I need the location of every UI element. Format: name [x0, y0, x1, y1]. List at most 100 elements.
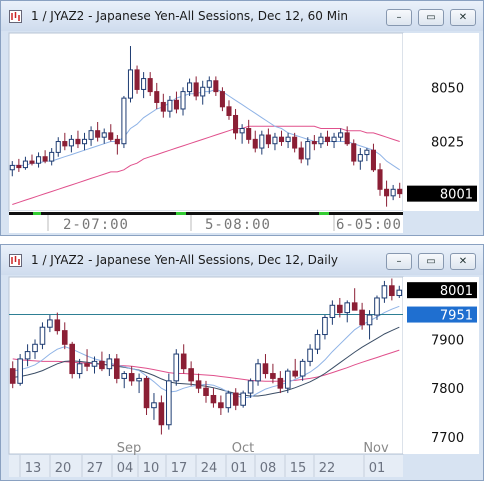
- candle: [195, 373, 202, 394]
- y-tick-label: 7900: [431, 333, 464, 348]
- candle-body-down: [384, 188, 390, 197]
- candle: [246, 119, 252, 144]
- candle-body-down: [278, 136, 285, 143]
- candle-body-down: [114, 138, 120, 145]
- candle: [278, 130, 285, 146]
- candle: [42, 150, 48, 164]
- candle-body-down: [29, 160, 35, 164]
- candle-body-down: [16, 164, 22, 169]
- price-axis: [403, 277, 479, 454]
- candle: [265, 128, 271, 149]
- candle: [314, 329, 321, 355]
- candle-body-up: [322, 316, 328, 336]
- candle-body-down: [298, 147, 304, 160]
- candle-body-up: [259, 134, 265, 149]
- title-bar[interactable]: 1 / JYAZ2 - Japanese Yen-All Sessions, D…: [1, 1, 483, 31]
- candle: [272, 132, 278, 151]
- candle-body-down: [210, 394, 217, 404]
- candle-body-up: [272, 136, 278, 145]
- candle: [9, 161, 15, 177]
- candle: [106, 354, 113, 376]
- candle: [167, 95, 173, 118]
- candle-body-down: [246, 128, 252, 140]
- candle-body-down: [292, 136, 298, 149]
- candle-body-up: [76, 363, 83, 375]
- x-axis-label: 20: [55, 461, 72, 476]
- x-axis-label: 17: [171, 461, 188, 476]
- candle-body-up: [91, 360, 98, 367]
- candle-body-down: [219, 91, 225, 108]
- window-title: 1 / JYAZ2 - Japanese Yen-All Sessions, D…: [31, 253, 339, 267]
- candle-body-up: [101, 132, 107, 138]
- x-axis-label: 24: [201, 461, 218, 476]
- candle: [200, 80, 206, 105]
- candle-body-down: [324, 136, 331, 143]
- candle: [322, 315, 328, 340]
- moving-average-slow: [12, 125, 400, 205]
- minimize-button[interactable]: –: [386, 9, 412, 26]
- candle: [381, 280, 388, 303]
- candle-body-down: [95, 130, 101, 138]
- candle-body-up: [166, 380, 172, 426]
- x-axis-label: 27: [87, 461, 104, 476]
- title-bar[interactable]: 1 / JYAZ2 - Japanese Yen-All Sessions, D…: [1, 245, 483, 275]
- candle-body-down: [344, 132, 350, 145]
- price-axis: [403, 33, 479, 211]
- candle: [62, 132, 68, 151]
- candle: [262, 354, 269, 379]
- candle: [284, 368, 291, 394]
- candle-body-up: [9, 164, 15, 171]
- candle: [158, 395, 165, 435]
- candle: [69, 341, 75, 379]
- candle-body-down: [277, 377, 284, 389]
- candle: [240, 390, 246, 408]
- candle: [113, 354, 120, 384]
- candle-body-down: [193, 82, 199, 97]
- close-button[interactable]: ✕: [450, 253, 476, 270]
- candle-body-up: [39, 326, 46, 345]
- candle-body-up: [167, 99, 173, 112]
- candle: [299, 358, 306, 381]
- close-icon: ✕: [458, 12, 468, 23]
- candle-body-up: [247, 380, 254, 394]
- candle: [389, 278, 395, 301]
- x-axis-label: 01: [369, 461, 386, 476]
- price-chart-60min[interactable]: 8050 8025 8001 2-07:00 5-08:00 6-05:00: [1, 1, 483, 235]
- candle-body-up: [318, 136, 324, 145]
- candle-body-up: [55, 141, 61, 153]
- candle-body-down: [160, 101, 166, 112]
- candle-body-down: [195, 380, 202, 389]
- candle-body-down: [262, 363, 269, 375]
- candle-body-up: [374, 297, 380, 316]
- price-chart-daily[interactable]: 7900 7800 7700 7951 8001 Sep Oct Nov 13 20 27 04 10 1…: [1, 245, 483, 480]
- last-price-label: 8001: [440, 284, 473, 299]
- candle: [75, 130, 81, 149]
- candle: [225, 390, 232, 413]
- candle: [298, 141, 304, 164]
- restore-icon: ▭: [426, 256, 436, 267]
- restore-button[interactable]: ▭: [418, 253, 444, 270]
- candle: [255, 358, 261, 386]
- minimize-icon: –: [396, 12, 402, 23]
- month-label: Sep: [117, 441, 142, 456]
- candle: [233, 108, 239, 140]
- candle-body-down: [62, 141, 68, 147]
- restore-button[interactable]: ▭: [418, 9, 444, 26]
- minimize-button[interactable]: –: [386, 253, 412, 270]
- candle: [318, 132, 324, 149]
- close-button[interactable]: ✕: [450, 9, 476, 26]
- candle-body-up: [338, 132, 344, 138]
- candle: [377, 163, 383, 196]
- candle: [359, 302, 365, 330]
- candle: [210, 388, 217, 408]
- candle-body-down: [54, 319, 61, 332]
- candle: [84, 349, 90, 372]
- candle-body-up: [357, 154, 363, 162]
- candle: [203, 380, 209, 403]
- x-axis-label: 08: [260, 461, 277, 476]
- candle-body-down: [218, 402, 224, 409]
- chart-window-60min: 1 / JYAZ2 - Japanese Yen-All Sessions, D…: [0, 0, 484, 236]
- candle-body-up: [206, 80, 212, 88]
- candle-body-up: [24, 351, 31, 360]
- candle-body-up: [364, 149, 370, 156]
